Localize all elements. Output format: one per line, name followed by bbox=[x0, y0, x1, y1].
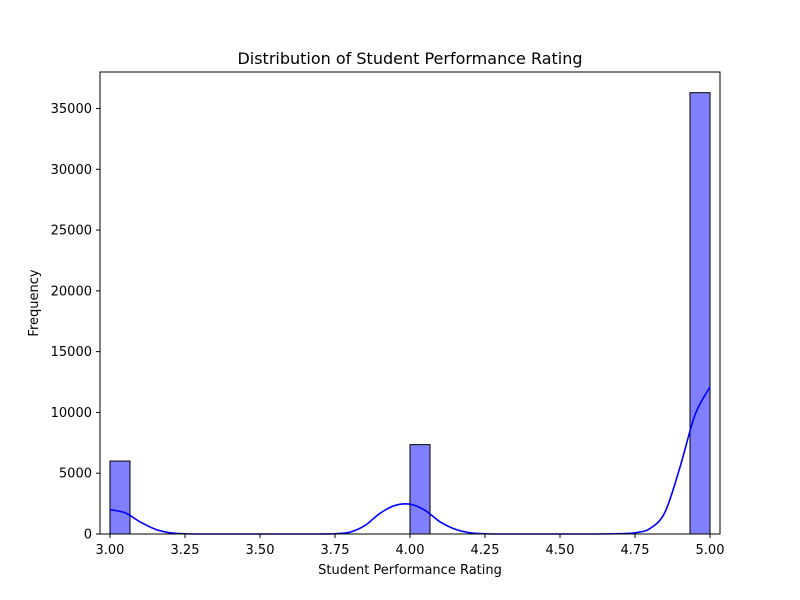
x-tick-label: 4.00 bbox=[396, 543, 425, 558]
x-tick-label: 3.00 bbox=[96, 543, 125, 558]
y-axis: 0 5000 10000 15000 20000 25000 30000 35000 bbox=[51, 102, 100, 543]
x-tick-label: 3.25 bbox=[171, 543, 200, 558]
histogram-bar bbox=[689, 92, 711, 535]
y-tick-label: 5000 bbox=[59, 467, 92, 482]
histogram-bar bbox=[109, 460, 131, 535]
y-tick-label: 35000 bbox=[51, 102, 92, 117]
chart-title: Distribution of Student Performance Rati… bbox=[237, 49, 582, 68]
x-tick-label: 3.50 bbox=[246, 543, 275, 558]
x-axis: 3.00 3.25 3.50 3.75 4.00 4.25 4.50 4.75 5.00 bbox=[96, 534, 725, 558]
y-axis-title: Frequency bbox=[27, 269, 42, 336]
bars-layer bbox=[109, 92, 711, 535]
y-tick-label: 0 bbox=[84, 528, 92, 543]
x-tick-label: 4.25 bbox=[471, 543, 500, 558]
x-axis-title: Student Performance Rating bbox=[318, 563, 502, 578]
y-tick-label: 10000 bbox=[51, 406, 92, 421]
x-tick-label: 4.75 bbox=[621, 543, 650, 558]
x-tick-label: 5.00 bbox=[696, 543, 725, 558]
y-tick-label: 20000 bbox=[51, 284, 92, 299]
y-tick-label: 30000 bbox=[51, 163, 92, 178]
y-tick-label: 15000 bbox=[51, 345, 92, 360]
x-tick-label: 4.50 bbox=[546, 543, 575, 558]
y-tick-label: 25000 bbox=[51, 224, 92, 239]
histogram-bar bbox=[409, 444, 431, 535]
x-tick-label: 3.75 bbox=[321, 543, 350, 558]
